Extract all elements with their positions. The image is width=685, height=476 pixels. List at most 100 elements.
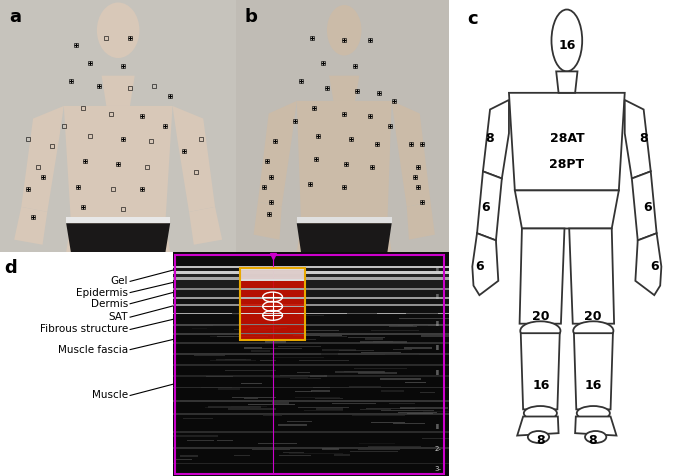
Text: 16: 16 — [532, 379, 549, 392]
Bar — [400, 407, 449, 409]
Bar — [225, 359, 245, 360]
Bar — [289, 453, 343, 454]
Polygon shape — [21, 106, 64, 212]
Bar — [208, 407, 262, 408]
Text: 2-: 2- — [434, 446, 441, 452]
Bar — [173, 277, 449, 280]
Bar — [379, 384, 414, 385]
Bar — [315, 398, 343, 399]
Polygon shape — [189, 207, 222, 245]
Bar — [217, 336, 268, 337]
Polygon shape — [392, 101, 430, 207]
Bar — [234, 329, 266, 330]
Bar — [297, 372, 310, 373]
Bar — [350, 451, 399, 452]
Bar — [173, 252, 449, 266]
Bar — [250, 327, 287, 328]
Polygon shape — [66, 223, 170, 252]
Bar — [192, 328, 208, 329]
Bar — [283, 452, 303, 453]
Bar — [360, 352, 401, 353]
Bar — [183, 418, 213, 419]
Ellipse shape — [327, 5, 362, 56]
Polygon shape — [297, 223, 392, 252]
Ellipse shape — [528, 431, 549, 443]
Bar — [373, 341, 393, 342]
Text: SAT: SAT — [108, 312, 128, 322]
Ellipse shape — [524, 406, 557, 420]
Text: II: II — [436, 346, 440, 351]
Bar — [173, 315, 449, 324]
Bar — [173, 413, 449, 415]
Bar — [173, 366, 449, 375]
Text: 20: 20 — [584, 310, 601, 323]
Bar — [404, 347, 432, 349]
Polygon shape — [575, 416, 616, 436]
Bar — [262, 347, 302, 349]
Bar — [280, 375, 324, 377]
Bar — [258, 444, 297, 445]
Bar — [210, 360, 256, 361]
Bar — [393, 349, 412, 350]
Bar — [66, 217, 170, 223]
Bar — [295, 397, 340, 398]
Bar — [423, 411, 470, 412]
Bar — [332, 403, 376, 404]
Bar — [201, 387, 232, 388]
Bar — [292, 336, 342, 337]
Bar — [251, 324, 291, 325]
Text: b: b — [245, 8, 258, 26]
Bar — [420, 392, 435, 393]
Bar — [234, 455, 250, 456]
Bar — [240, 306, 305, 307]
Bar — [286, 421, 312, 422]
Text: 16: 16 — [584, 379, 601, 392]
Text: II: II — [436, 321, 440, 327]
Bar — [265, 341, 286, 343]
Bar — [421, 336, 466, 337]
Polygon shape — [521, 333, 560, 409]
Bar — [310, 375, 327, 377]
Bar — [381, 390, 404, 392]
Bar — [322, 349, 356, 350]
Text: a: a — [10, 8, 21, 26]
Polygon shape — [636, 233, 662, 295]
Bar — [173, 465, 449, 476]
Bar — [300, 403, 321, 404]
Polygon shape — [253, 202, 282, 240]
Bar — [180, 455, 199, 456]
Bar — [245, 398, 258, 399]
Bar — [173, 297, 449, 299]
Bar — [176, 459, 192, 460]
Bar — [278, 424, 308, 426]
Text: 16: 16 — [558, 39, 575, 52]
Bar — [173, 433, 449, 447]
Bar — [371, 330, 419, 331]
Ellipse shape — [97, 2, 140, 58]
Bar — [173, 342, 449, 344]
Text: II: II — [436, 267, 440, 273]
Bar — [294, 330, 339, 331]
Bar — [240, 268, 305, 281]
Bar — [290, 378, 321, 379]
Bar — [173, 280, 449, 288]
Bar — [240, 313, 305, 314]
Polygon shape — [574, 333, 613, 409]
Bar — [321, 353, 338, 355]
Bar — [366, 408, 415, 409]
Bar — [316, 408, 342, 410]
Ellipse shape — [521, 321, 560, 340]
Bar — [405, 382, 427, 383]
Bar — [240, 297, 305, 298]
Bar — [406, 313, 438, 314]
Bar — [187, 440, 214, 441]
Bar — [173, 447, 449, 449]
Bar — [295, 391, 312, 392]
Polygon shape — [473, 233, 498, 295]
Polygon shape — [101, 76, 135, 106]
Bar — [322, 448, 339, 450]
Polygon shape — [519, 228, 564, 324]
Bar — [173, 335, 449, 342]
Ellipse shape — [585, 431, 606, 443]
Bar — [206, 376, 233, 377]
